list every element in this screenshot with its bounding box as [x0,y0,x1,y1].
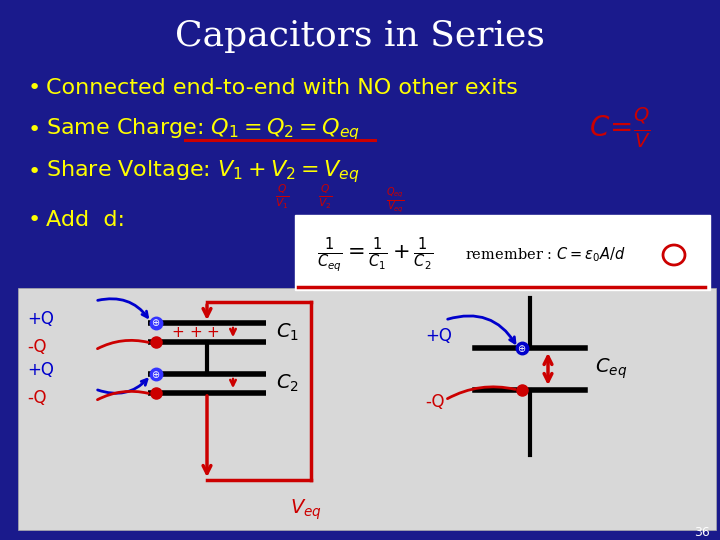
Text: $C_1$: $C_1$ [276,322,299,343]
Text: $C\!=\!\frac{Q}{V}$: $C\!=\!\frac{Q}{V}$ [589,105,651,151]
Text: $\oplus$: $\oplus$ [151,318,161,328]
Text: •: • [28,78,41,98]
Text: $V_{eq}$: $V_{eq}$ [290,498,322,523]
Text: $\frac{Q}{V_2}$: $\frac{Q}{V_2}$ [318,183,332,212]
Text: $\oplus$: $\oplus$ [518,342,526,354]
Text: -Q: -Q [425,393,444,411]
Text: 36: 36 [694,525,710,538]
Text: $\oplus$: $\oplus$ [151,368,161,380]
Text: •: • [28,162,41,182]
Text: +: + [189,325,202,340]
Text: $\frac{Q}{V_1}$: $\frac{Q}{V_1}$ [275,183,289,212]
Text: •: • [28,120,41,140]
Text: Same Charge: $\mathit{Q}_1 = \mathit{Q}_2 = \mathit{Q}_{eq}$: Same Charge: $\mathit{Q}_1 = \mathit{Q}_… [46,117,360,144]
Text: Share Voltage: $\mathit{V}_1+\mathit{V}_2=\mathit{V}_{eq}$: Share Voltage: $\mathit{V}_1+\mathit{V}_… [46,159,360,185]
Text: Add  d:: Add d: [46,210,125,230]
Text: Capacitors in Series: Capacitors in Series [175,19,545,53]
Text: +Q: +Q [425,327,452,345]
Text: +: + [207,325,220,340]
Bar [295,215,710,290]
Text: +Q: +Q [27,310,54,328]
Text: Connected end-to-end with NO other exits: Connected end-to-end with NO other exits [46,78,518,98]
Text: $\frac{Q_{eq}}{V_{eq}}$: $\frac{Q_{eq}}{V_{eq}}$ [386,185,404,215]
Text: remember : $C = \varepsilon_0 A/d$: remember : $C = \varepsilon_0 A/d$ [464,246,625,265]
Text: $\frac{1}{C_{eq}} = \frac{1}{C_1} + \frac{1}{C_2}$: $\frac{1}{C_{eq}} = \frac{1}{C_1} + \fra… [317,235,433,274]
Text: -Q: -Q [27,389,47,407]
Text: +: + [171,325,184,340]
Text: -Q: -Q [27,338,47,356]
Text: •: • [28,210,41,230]
Text: +Q: +Q [27,361,54,379]
Text: $C_{eq}$: $C_{eq}$ [595,357,627,381]
Bar [18,288,716,530]
Text: $C_2$: $C_2$ [276,373,299,394]
